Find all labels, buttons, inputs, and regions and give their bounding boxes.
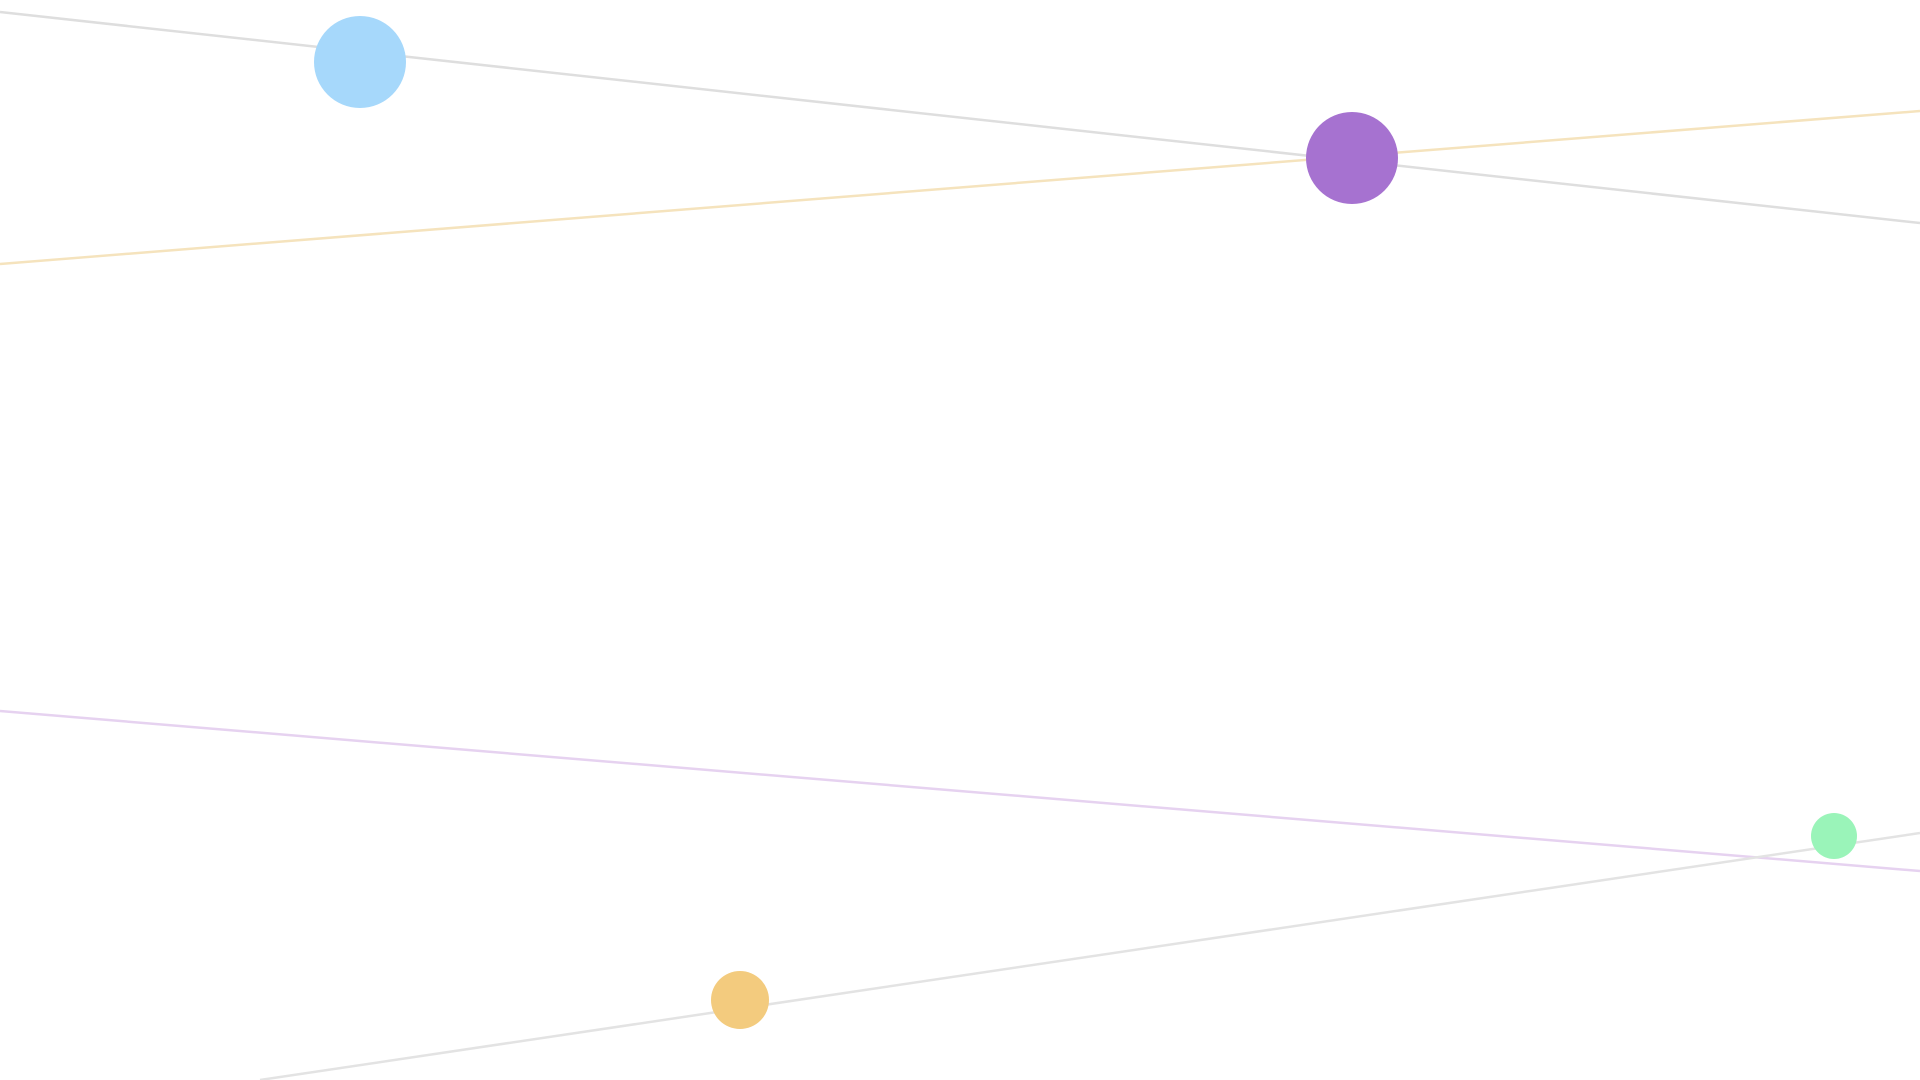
purple-circle-node xyxy=(1306,112,1398,204)
circle-nodes xyxy=(314,16,1857,1029)
light-blue-circle-node xyxy=(314,16,406,108)
connector-line-bottom-gray xyxy=(259,831,1920,1080)
mint-green-circle-node xyxy=(1811,813,1857,859)
connector-line-top-yellow xyxy=(0,109,1920,266)
connector-line-middle-lavender xyxy=(0,709,1920,873)
amber-circle-node xyxy=(711,971,769,1029)
